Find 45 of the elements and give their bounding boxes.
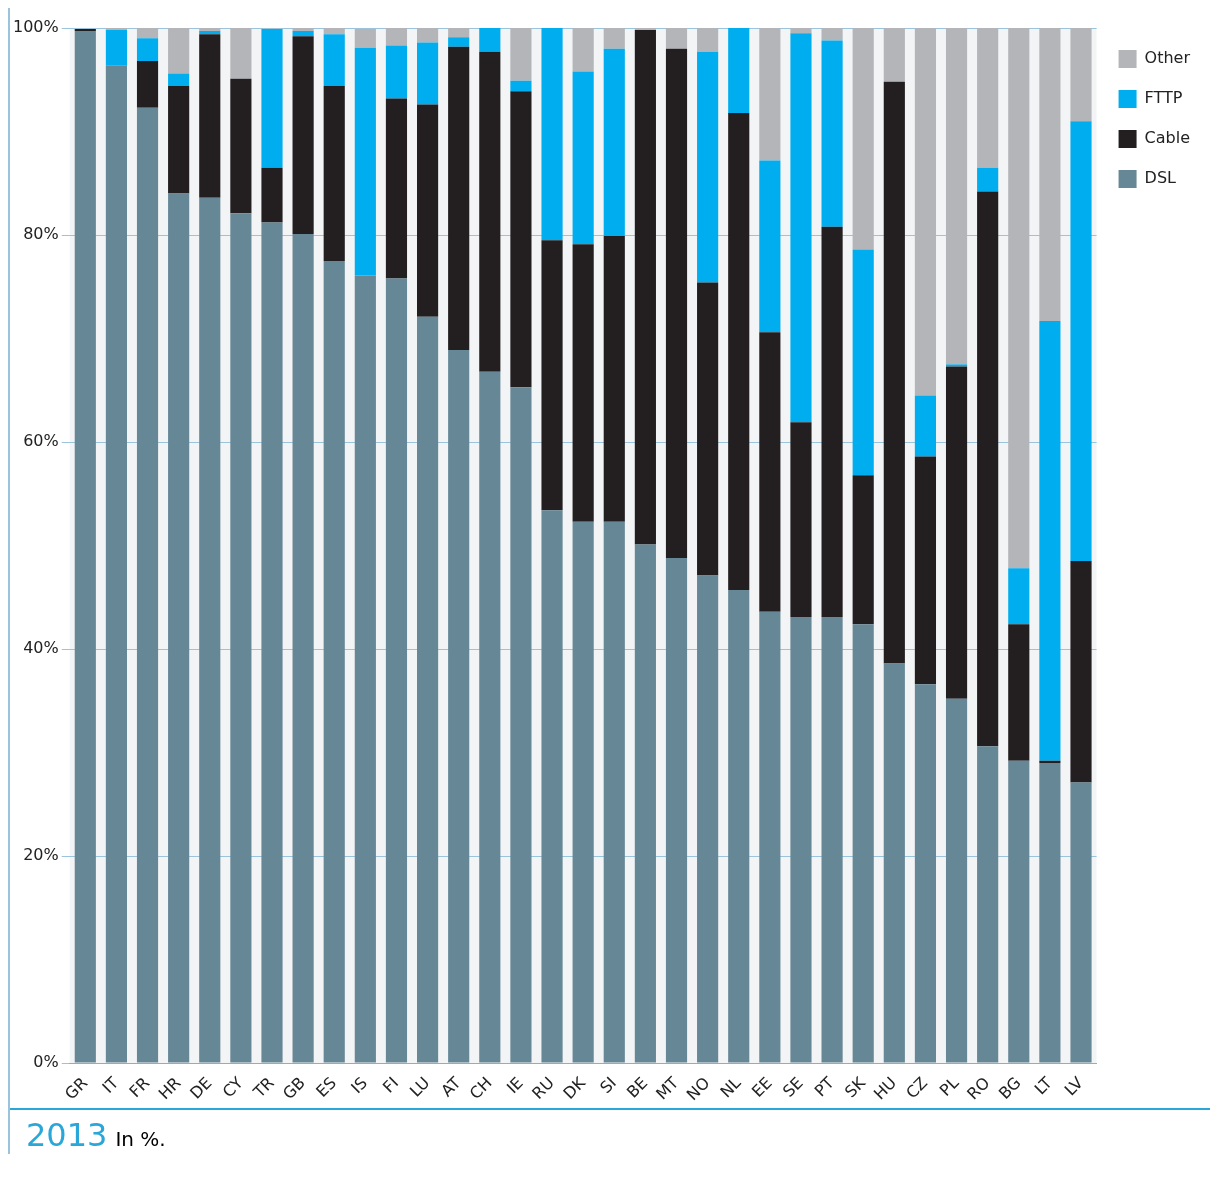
x-tick-label: BE [622,1073,652,1102]
x-tick-label: BG [994,1073,1025,1103]
y-tick-label: 60% [23,431,59,451]
x-tick-label: CH [465,1073,496,1104]
x-tick-label: IS [347,1073,372,1098]
x-tick-label: HU [869,1073,901,1104]
x-tick-label: DE [186,1073,216,1103]
y-tick-label: 80% [23,224,59,244]
y-tick-label: 100% [12,17,59,37]
x-tick-label: ES [312,1073,340,1101]
x-tick-label: PT [810,1073,839,1101]
x-tick-label: FI [378,1073,403,1097]
x-tick-label: GB [278,1073,309,1104]
x-tick-label: SK [840,1072,870,1102]
legend-label: FTTP [1144,88,1183,108]
x-tick-label: MT [652,1073,683,1104]
x-tick-label: LV [1060,1073,1087,1100]
y-tick-label: 20% [23,845,59,865]
y-tick-label: 40% [23,638,59,658]
x-tick-label: LT [1030,1073,1056,1099]
x-tick-label: LU [405,1073,434,1101]
x-tick-label: AT [437,1073,465,1101]
x-tick-label: CZ [902,1073,932,1103]
x-tick-label: EE [747,1073,776,1101]
text: In %. [115,1127,166,1151]
legend-label: Cable [1144,128,1190,148]
legend-label: DSL [1144,168,1177,188]
legend-label: Other [1144,48,1191,68]
x-tick-label: NL [716,1073,745,1102]
x-tick-label: RU [528,1073,558,1103]
x-tick-label: FR [125,1073,154,1101]
x-tick-label: DK [559,1072,590,1103]
x-tick-label: SE [778,1073,807,1101]
x-tick-label: CY [218,1073,247,1102]
x-tick-label: IE [502,1073,527,1098]
text: 2013 [26,1116,108,1154]
x-tick-label: HR [154,1073,185,1103]
x-tick-label: TR [248,1073,278,1103]
x-tick-label: SI [596,1073,621,1098]
x-tick-label: RO [963,1073,994,1104]
x-tick-label: IT [98,1073,123,1097]
y-tick-label: 0% [33,1052,59,1072]
x-tick-label: PL [935,1073,963,1100]
x-tick-label: GR [61,1073,92,1104]
x-tick-label: NO [682,1073,714,1104]
